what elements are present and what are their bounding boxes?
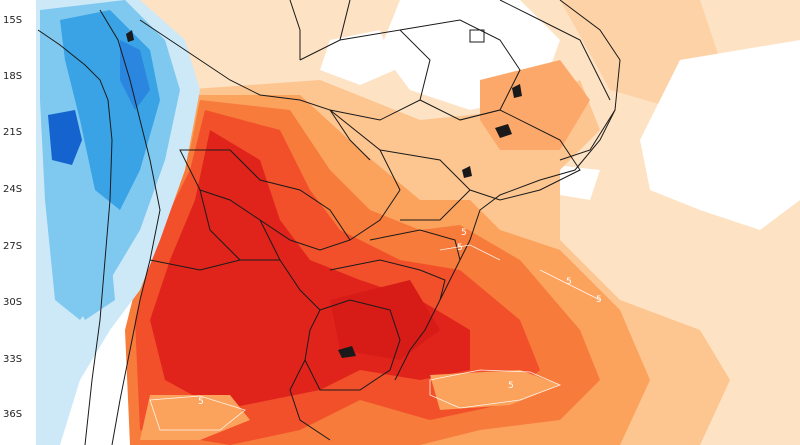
contour-label: 5 bbox=[457, 243, 463, 253]
anomaly-field-blue bbox=[35, 0, 200, 445]
latitude-label-33s: 33S bbox=[3, 354, 23, 365]
latitude-label-21s: 21S bbox=[3, 127, 23, 138]
contour-lines bbox=[149, 244, 601, 431]
latitude-label-30s: 30S bbox=[3, 297, 23, 308]
state-outline-marker bbox=[469, 29, 485, 43]
anomaly-field-orange-offshore bbox=[140, 370, 560, 440]
lake-features bbox=[126, 30, 522, 358]
anomaly-field-neutral bbox=[320, 0, 800, 230]
contour-label: 5 bbox=[198, 397, 204, 407]
contour-label: 5 bbox=[596, 295, 602, 305]
contour-label: 5 bbox=[508, 381, 514, 391]
latitude-label-24s: 24S bbox=[3, 184, 23, 195]
latitude-label-18s: 18S bbox=[3, 71, 23, 82]
latitude-label-36s: 36S bbox=[3, 409, 23, 420]
latitude-label-27s: 27S bbox=[3, 241, 23, 252]
left-margin bbox=[0, 0, 36, 445]
contour-label: 5 bbox=[566, 277, 572, 287]
country-borders bbox=[37, 0, 621, 445]
latitude-label-15s: 15S bbox=[3, 15, 23, 26]
contour-label: 5 bbox=[461, 228, 467, 238]
